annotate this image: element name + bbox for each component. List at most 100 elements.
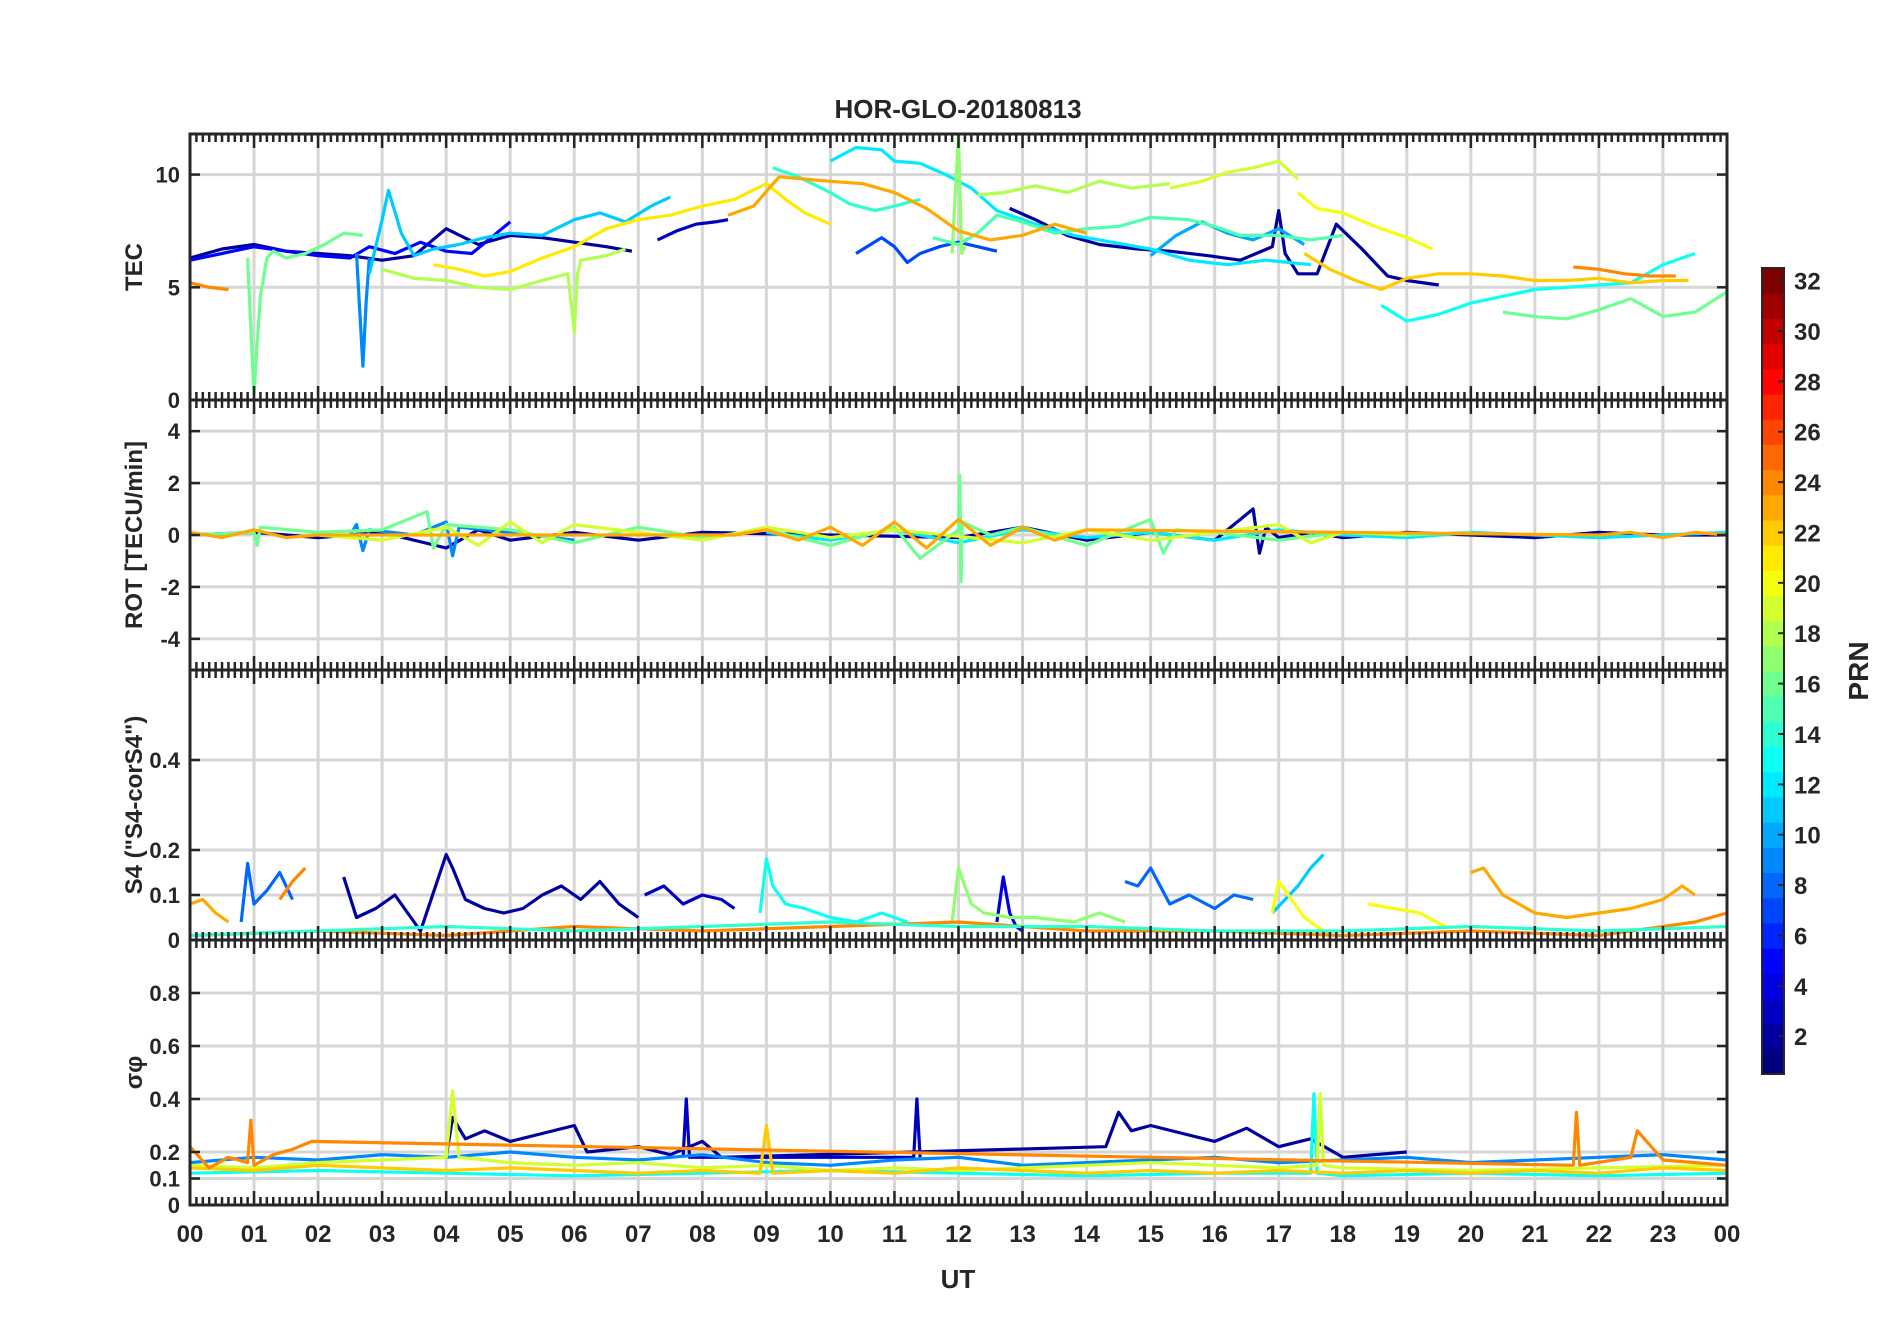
y-tick-label: -4 — [160, 627, 180, 652]
colorbar-segment — [1762, 822, 1784, 848]
series-line-prn-15 — [932, 213, 1344, 247]
series-line-prn-9 — [354, 253, 371, 368]
series-line-prn-23 — [1470, 866, 1696, 920]
x-tick-label: 11 — [882, 1221, 907, 1248]
colorbar-segment — [1762, 393, 1784, 420]
series-line-prn-16 — [190, 473, 1471, 584]
y-axis-label: S4 ("S4-corS4") — [121, 716, 148, 895]
colorbar-segment — [1762, 847, 1784, 874]
colorbar-segment — [1762, 998, 1784, 1025]
series-line-prn-14 — [772, 166, 921, 213]
panel-rot: -4 -2 0 2 4 ROT [TECU/min] — [121, 398, 1729, 672]
x-tick-label: 22 — [1586, 1221, 1613, 1248]
x-tick-label: 08 — [689, 1221, 716, 1248]
series-line-prn-13 — [190, 1092, 1727, 1178]
x-tick-label: 02 — [305, 1221, 332, 1248]
y-tick-label: 0 — [168, 388, 180, 413]
y-tick-label: 0.6 — [149, 1034, 180, 1059]
colorbar-tick-label: 26 — [1794, 420, 1821, 447]
y-tick-label: -2 — [160, 575, 180, 600]
x-tick-label: 19 — [1393, 1221, 1420, 1248]
series-line-prn-23 — [190, 897, 230, 924]
series-line-prn-13 — [758, 857, 908, 924]
y-tick-label: 0 — [168, 1193, 180, 1218]
colorbar-tick-label: 10 — [1794, 823, 1821, 850]
colorbar-tick-label: 32 — [1794, 269, 1821, 296]
x-tick-label: 01 — [241, 1221, 268, 1248]
y-axis-label: σφ — [121, 1056, 148, 1090]
y-axis-label: ROT [TECU/min] — [121, 441, 148, 629]
x-tick-label: 21 — [1522, 1221, 1549, 1248]
series-line-prn-22 — [1303, 252, 1689, 292]
series-line-prn-20 — [1296, 191, 1434, 251]
series-line-prn-3 — [681, 1097, 922, 1159]
colorbar-segment — [1762, 645, 1784, 672]
series-line-prn-24 — [278, 866, 307, 901]
series-line-prn-2 — [342, 852, 640, 933]
series-line-prn-17 — [950, 866, 1126, 924]
colorbar-segment — [1762, 469, 1784, 496]
colorbar-segment — [1762, 545, 1784, 571]
x-tick-label: 20 — [1457, 1221, 1484, 1248]
y-tick-label: 0.4 — [149, 748, 180, 773]
series-line-prn-16 — [246, 231, 364, 398]
colorbar-segment — [1762, 444, 1784, 471]
series-line-prn-3 — [644, 884, 736, 910]
series-line-prn-11 — [367, 188, 671, 275]
colorbar-tick-label: 18 — [1794, 621, 1821, 648]
y-tick-label: 10 — [156, 163, 180, 188]
series-group — [190, 1089, 1727, 1178]
y-tick-label: 4 — [168, 419, 181, 444]
series-line-prn-11 — [1271, 853, 1325, 915]
colorbar-segment — [1762, 343, 1784, 370]
series-line-prn-18 — [977, 179, 1170, 197]
colorbar-segment — [1762, 922, 1784, 949]
series-line-prn-8 — [1124, 866, 1254, 911]
y-tick-label: 0 — [168, 523, 180, 548]
y-tick-label: 0.2 — [149, 1140, 180, 1165]
series-line-prn-17 — [950, 134, 967, 256]
colorbar-tick-label: 4 — [1794, 974, 1808, 1001]
series-line-prn-19 — [1169, 159, 1299, 190]
colorbar-segment — [1762, 671, 1784, 697]
colorbar-tick-label: 14 — [1794, 722, 1821, 749]
colorbar-segment — [1762, 696, 1784, 722]
colorbar-tick-label: 2 — [1794, 1024, 1807, 1051]
x-tick-label: 13 — [1009, 1221, 1036, 1248]
colorbar-tick-label: 28 — [1794, 369, 1821, 396]
series-line-prn-18 — [381, 247, 627, 334]
series-line-prn-23 — [727, 175, 1088, 242]
x-axis-tick-labels: 00 01 02 03 04 05 06 07 08 09 10 11 12 13 14 15 16 17 18 19… — [177, 1221, 1741, 1248]
y-tick-label: 2 — [168, 471, 180, 496]
y-tick-label: 5 — [168, 275, 180, 300]
series-line-prn-21 — [433, 182, 832, 278]
colorbar-tick-label: 20 — [1794, 571, 1821, 598]
colorbar-segment — [1762, 771, 1784, 798]
colorbar-segment — [1762, 948, 1784, 974]
colorbar-label: PRN — [1843, 641, 1874, 700]
y-tick-label: 0.4 — [149, 1087, 180, 1112]
x-tick-label: 00 — [1714, 1221, 1741, 1248]
x-tick-label: 23 — [1650, 1221, 1677, 1248]
x-tick-label: 18 — [1329, 1221, 1356, 1248]
series-line-prn-12 — [829, 145, 1311, 267]
colorbar-segment — [1762, 973, 1784, 1000]
colorbar-segment — [1762, 570, 1784, 597]
series-line-prn-22 — [190, 1123, 1727, 1175]
x-tick-label: 12 — [945, 1221, 972, 1248]
x-tick-label: 07 — [625, 1221, 652, 1248]
series-line-prn-24 — [1573, 265, 1676, 278]
x-tick-label: 06 — [561, 1221, 588, 1248]
colorbar-segment — [1762, 1023, 1784, 1050]
colorbar-segment — [1762, 494, 1784, 521]
panel-sigma_phi: 00.10.2 0.4 0.6 0.8 σφ — [121, 938, 1729, 1218]
x-tick-label: 15 — [1137, 1221, 1164, 1248]
series-line-prn-16 — [1502, 290, 1727, 321]
series-line-prn-19 — [190, 1089, 1727, 1173]
x-tick-label: 14 — [1073, 1221, 1100, 1248]
series-line-prn-7 — [855, 236, 998, 265]
y-axis-label: TEC — [121, 243, 148, 291]
series-line-prn-5 — [190, 220, 512, 262]
